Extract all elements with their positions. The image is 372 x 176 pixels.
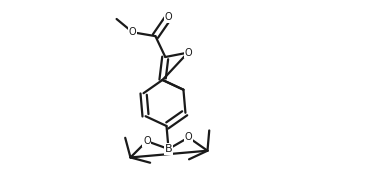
Text: O: O <box>129 27 137 37</box>
Text: O: O <box>143 136 151 146</box>
Text: O: O <box>185 133 192 142</box>
Text: B: B <box>165 144 172 154</box>
Text: O: O <box>184 48 192 58</box>
Text: O: O <box>165 12 172 22</box>
